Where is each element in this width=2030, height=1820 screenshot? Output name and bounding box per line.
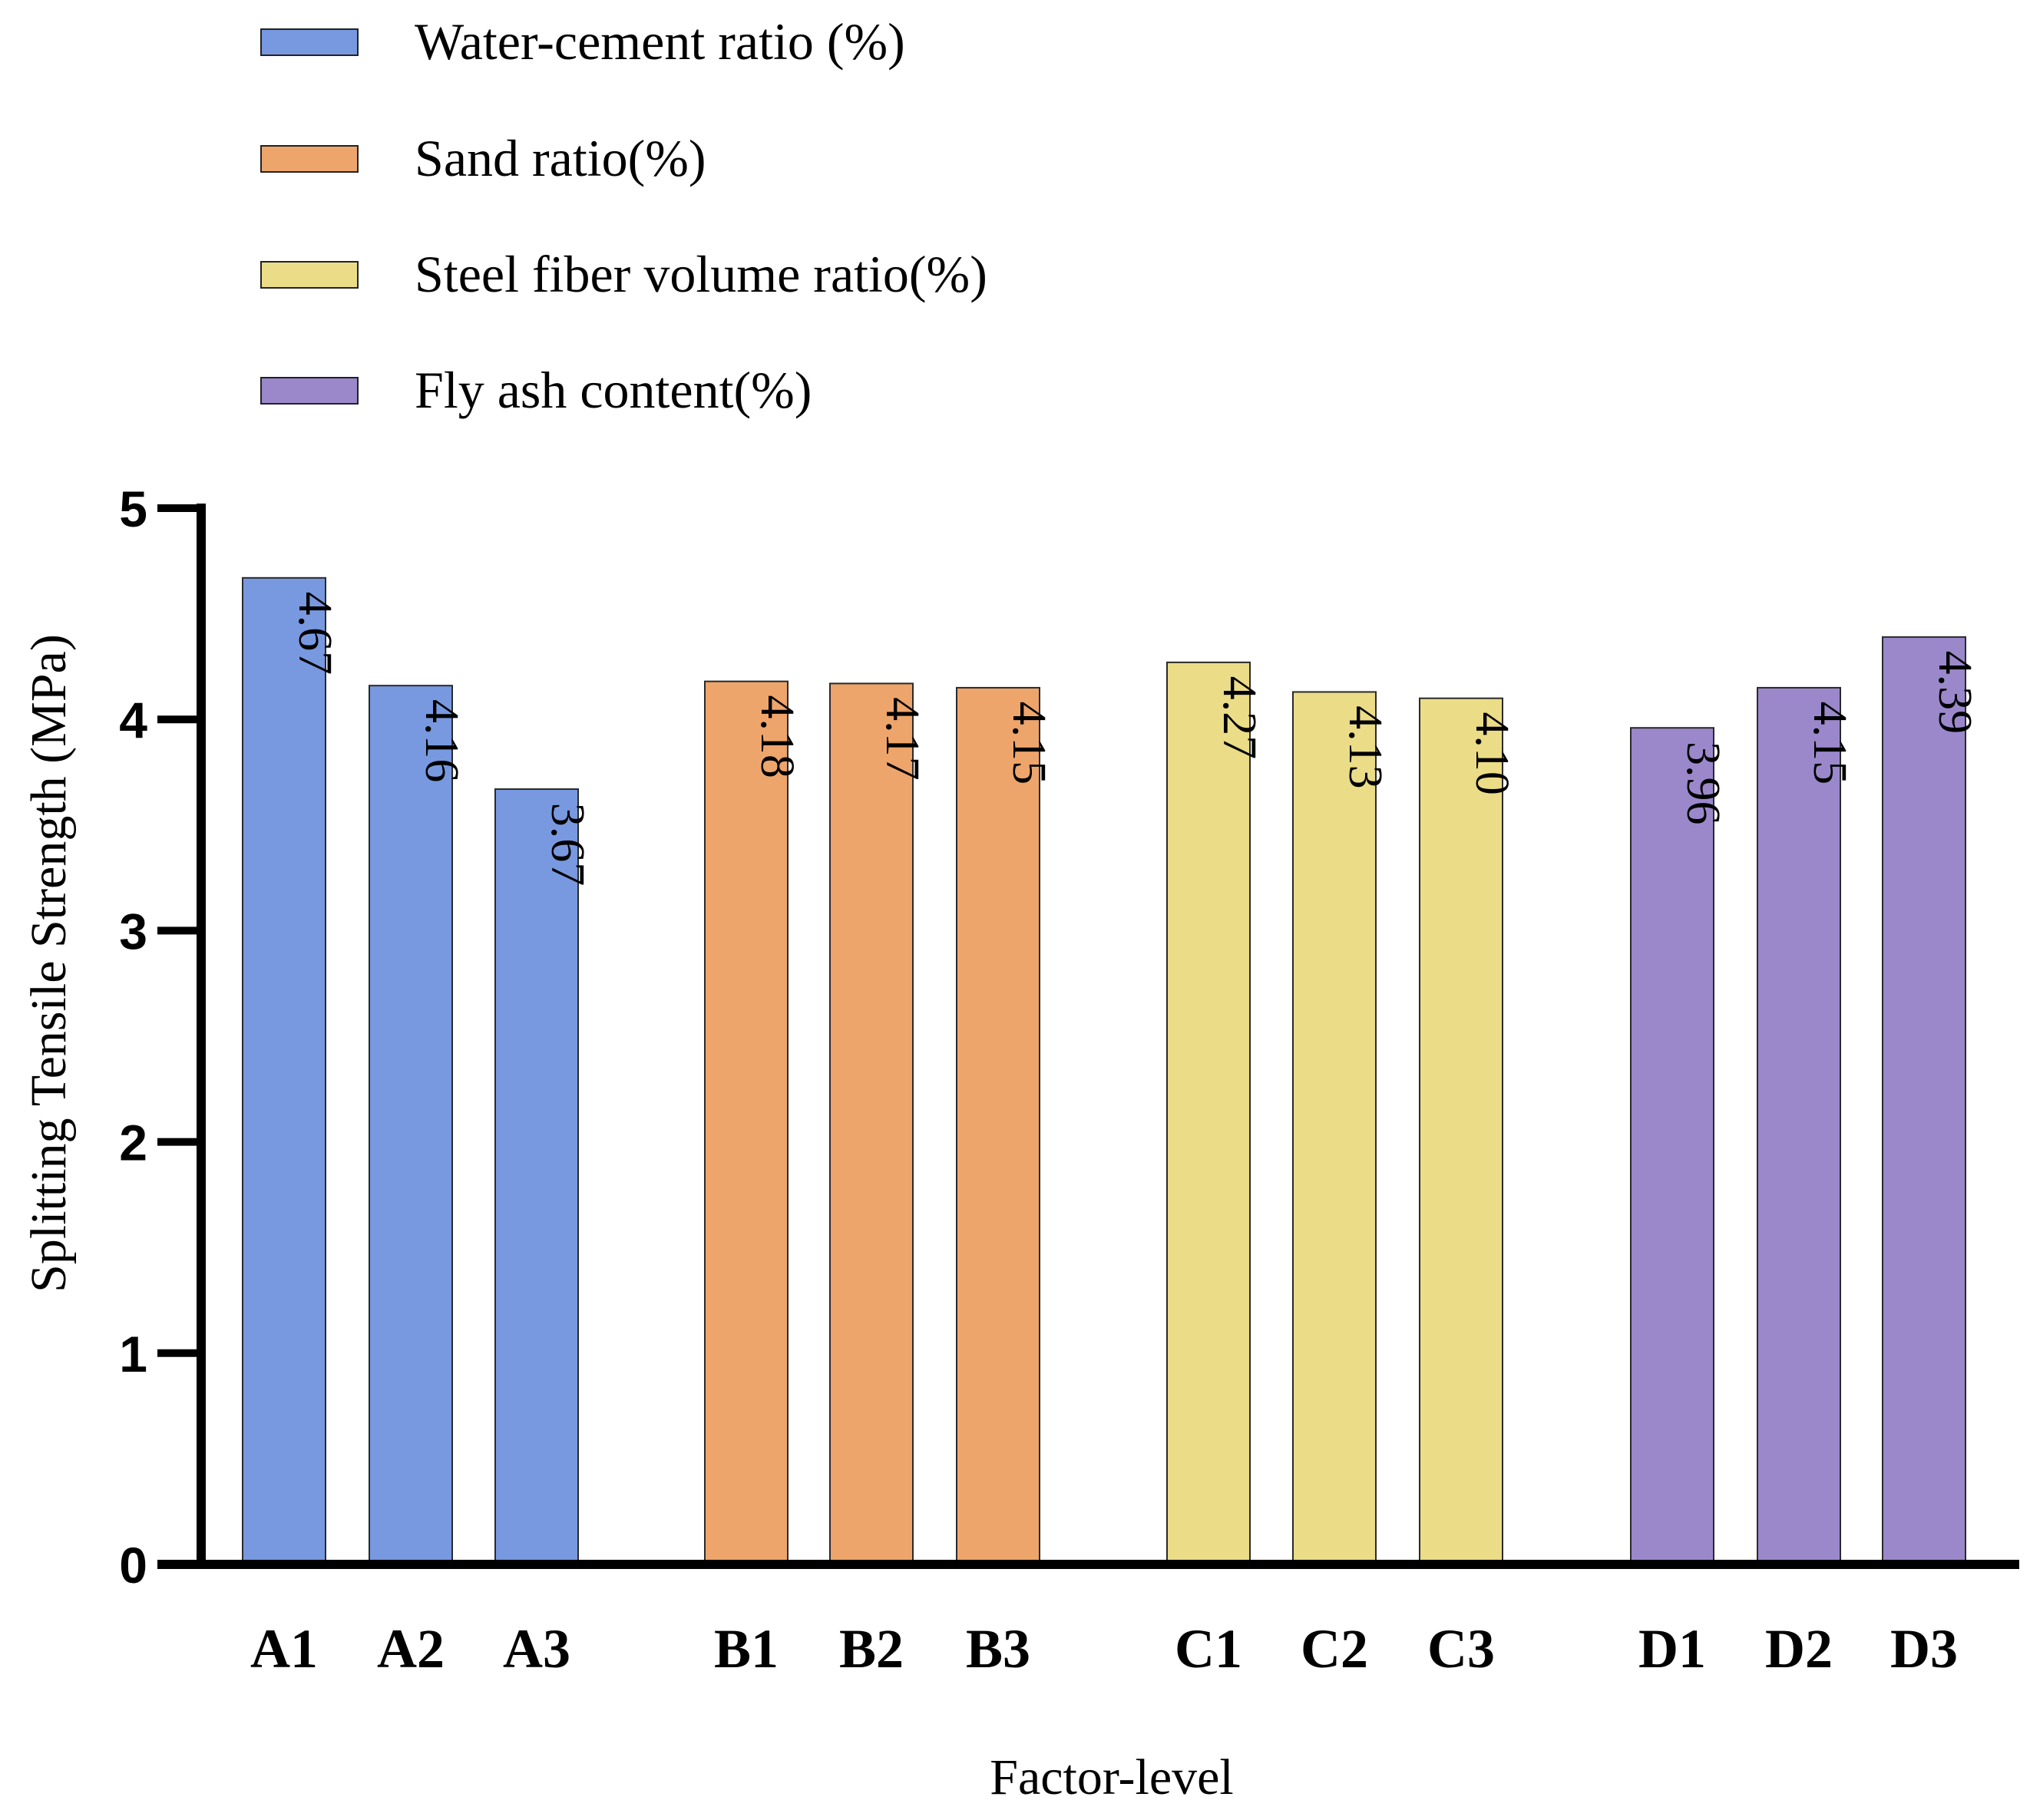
bar — [1757, 686, 1841, 1565]
bar — [1166, 661, 1251, 1565]
x-tick-label: A1 — [250, 1618, 318, 1680]
bar-value-label: 4.27 — [1213, 676, 1265, 760]
bar — [956, 686, 1040, 1565]
x-tick-label: D3 — [1890, 1618, 1958, 1680]
bar-value-label: 4.39 — [1929, 651, 1981, 735]
x-tick-label: C2 — [1301, 1618, 1368, 1680]
bar-value-label: 3.67 — [541, 803, 593, 887]
y-tick-label: 5 — [119, 481, 147, 537]
y-tick-label: 3 — [119, 903, 147, 960]
x-tick-label: B3 — [966, 1618, 1030, 1680]
x-tick-label: D1 — [1638, 1618, 1706, 1680]
bar — [1630, 727, 1714, 1565]
legend-label: Sand ratio(%) — [415, 129, 706, 187]
x-tick-label: B1 — [714, 1618, 779, 1680]
x-tick-label: C1 — [1175, 1618, 1242, 1680]
bar-value-label: 4.18 — [751, 695, 803, 778]
legend: Water-cement ratio (%) Sand ratio(%) Steel… — [260, 12, 987, 419]
bar — [242, 576, 326, 1565]
bar-value-label: 4.67 — [289, 592, 341, 675]
x-tick-label: D2 — [1765, 1618, 1833, 1680]
x-tick-label: A3 — [503, 1618, 570, 1680]
legend-swatch — [260, 145, 359, 173]
axes: A1 A2 A3 B1 B2 B3 C1 C2 C3 D1 D2 D3 0 1 2 3 4 5 — [119, 481, 2019, 1680]
x-tick-label: C3 — [1427, 1618, 1495, 1680]
x-axis-title: Factor-level — [990, 1749, 1234, 1805]
bar-value-label: 4.15 — [1003, 702, 1055, 785]
bar — [1882, 636, 1966, 1566]
legend-swatch — [260, 377, 359, 405]
bar-value-label: 4.16 — [415, 699, 468, 783]
bar — [1419, 697, 1503, 1565]
x-tick-label: A2 — [377, 1618, 445, 1680]
bar-value-label: 4.10 — [1466, 712, 1518, 794]
bar — [1292, 691, 1377, 1566]
bar-value-label: 4.15 — [1804, 702, 1856, 785]
bar — [369, 685, 453, 1566]
y-tick-label: 1 — [119, 1326, 147, 1382]
bar-value-label: 4.17 — [876, 697, 928, 781]
y-tick-label: 0 — [119, 1537, 147, 1594]
legend-label: Water-cement ratio (%) — [415, 12, 905, 71]
legend-label: Fly ash content(%) — [415, 361, 812, 419]
bar-value-label: 4.13 — [1339, 705, 1391, 789]
bar — [704, 680, 789, 1566]
legend-label: Steel fiber volume ratio(%) — [415, 245, 987, 303]
bar — [829, 682, 914, 1565]
x-tick-label: B2 — [839, 1618, 904, 1680]
legend-swatch — [260, 28, 359, 56]
bar-value-label: 3.96 — [1677, 742, 1729, 825]
y-tick-label: 4 — [119, 692, 147, 748]
y-tick-label: 2 — [119, 1115, 147, 1171]
y-axis-title: Splitting Tensile Strength (MPa) — [21, 634, 77, 1293]
bars: 4.67 4.16 3.67 4.18 4.17 4.15 4.27 4.13 4.10 3.96… — [242, 576, 1981, 1566]
legend-swatch — [260, 261, 359, 289]
bar — [494, 788, 579, 1565]
